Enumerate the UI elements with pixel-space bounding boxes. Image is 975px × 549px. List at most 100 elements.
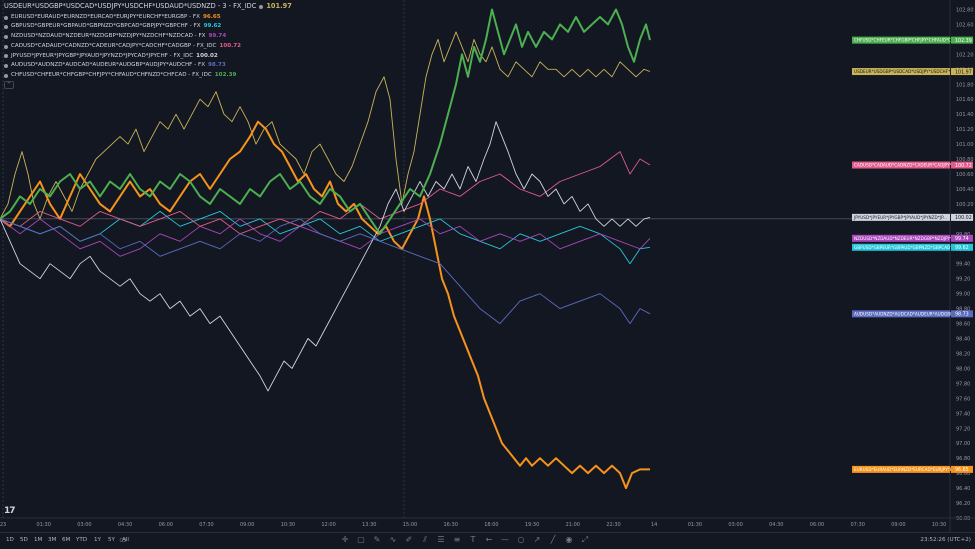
legend-main-row[interactable]: USDEUR*USDGBP*USDCAD*USDJPY*USDCHF*USDAU… — [4, 2, 292, 12]
price-tag-value: 100.72 — [955, 163, 972, 169]
y-tick-label: 96.40 — [956, 486, 970, 492]
price-tag-value: 100.02 — [955, 215, 972, 221]
timeframe-button-3m[interactable]: 3M — [48, 537, 57, 543]
price-tag-box — [852, 243, 950, 251]
x-tick-label: 10:30 — [932, 522, 946, 528]
bottom-toolbar: 1D 5D 1M 3M 6M YTD 1Y 5Y All ▭ ✛ ▢ ✎ ∿ ✐ ⫽ ☰ ≡ T… — [0, 532, 975, 549]
legend-series-value: 102.39 — [214, 71, 237, 78]
text-tool-icon[interactable]: T — [470, 535, 476, 544]
y-tick-label: 101.20 — [956, 127, 974, 133]
price-tag-value-box — [951, 213, 973, 221]
fib-icon[interactable]: ≡ — [453, 535, 461, 544]
timeframe-button-1y[interactable]: 1Y — [94, 537, 101, 543]
line-tool-icon[interactable]: ╱ — [550, 535, 556, 544]
legend-series-value: 100.02 — [196, 52, 218, 59]
legend-series-name: CADUSD*CADAUD*CADNZD*CADEUR*CADJPY*CADCH… — [11, 42, 217, 49]
price-tag-name: CHFUSD*CHFEUR*CHFGBP*CHFJPY*CHFAUD*CH... — [854, 38, 958, 43]
y-tick-label: 100.40 — [956, 187, 974, 193]
x-tick-label: 22:30 — [606, 522, 620, 528]
x-tick-label: 06:00 — [810, 522, 824, 528]
legend-series-row[interactable]: AUDUSD*AUDNZD*AUDCAD*AUDEUR*AUDGBP*AUDJP… — [4, 61, 292, 71]
price-tag-value: 99.62 — [955, 245, 969, 251]
price-tag-name: AUDUSD*AUDNZD*AUDCAD*AUDEUR*AUDGBP*AU... — [854, 311, 965, 316]
y-tick-label: 98.20 — [956, 351, 970, 357]
visibility-eye-icon[interactable] — [4, 73, 8, 78]
visibility-eye-icon[interactable] — [4, 64, 8, 69]
legend-series-row[interactable]: GBPUSD*GBPEUR*GBPAUD*GBPNZD*GBPCAD*GBPJP… — [4, 22, 292, 32]
timeframe-button-1d[interactable]: 1D — [6, 537, 14, 543]
visibility-eye-icon[interactable] — [4, 25, 8, 30]
status-dot-icon — [259, 4, 264, 9]
price-tag-value: 101.97 — [955, 69, 972, 75]
legend-series-row[interactable]: CHFUSD*CHFEUR*CHFGBP*CHFJPY*CHFAUD*CHFNZ… — [4, 71, 292, 81]
x-tick-label: 19:30 — [525, 522, 539, 528]
utc-clock[interactable]: 23:52:26 (UTC+2) — [920, 537, 971, 543]
y-tick-label: 98.60 — [956, 322, 970, 328]
timeframe-button-6m[interactable]: 6M — [62, 537, 71, 543]
y-tick-label: 101.80 — [956, 82, 974, 88]
calendar-icon[interactable]: ▭ — [119, 535, 127, 544]
visibility-eye-icon[interactable] — [4, 15, 8, 20]
chart-grid — [0, 0, 950, 518]
parallel-channel-icon[interactable]: ⫽ — [423, 535, 427, 544]
trend-icon[interactable]: ↗ — [533, 535, 541, 544]
x-tick-label: 06:00 — [159, 522, 173, 528]
x-tick-label: 18:00 — [484, 522, 498, 528]
series-line-4 — [0, 151, 651, 235]
brush-icon[interactable]: ✎ — [373, 535, 381, 544]
price-tag-4: CADUSD*CADAUD*CADNZD*CADEUR*CADJPY*CA...… — [852, 161, 973, 169]
legend-series-row[interactable]: NZDUSD*NZDAUD*NZDEUR*NZDGBP*NZDJPY*NZDCH… — [4, 32, 292, 42]
legend-series-name: EURUSD*EURAUD*EURNZD*EURCAD*EURJPY*EURCH… — [11, 13, 200, 20]
cursor-icon[interactable]: ✛ — [341, 535, 349, 544]
collapse-chevron-icon[interactable]: ^ — [4, 80, 14, 89]
timeframe-button-1m[interactable]: 1M — [34, 537, 43, 543]
legend-series-value: 96.65 — [202, 13, 221, 20]
timeframe-button-ytd[interactable]: YTD — [76, 537, 88, 543]
circle-icon[interactable]: ○ — [517, 535, 525, 544]
measure-icon[interactable]: ⤢ — [581, 535, 589, 544]
legend-series-row[interactable]: EURUSD*EURAUD*EURNZD*EURCAD*EURJPY*EURCH… — [4, 13, 292, 23]
y-tick-label: 97.00 — [956, 441, 970, 447]
y-tick-label: 101.60 — [956, 97, 974, 103]
legend-main-value: 101.97 — [266, 2, 292, 10]
series-line-7 — [0, 8, 651, 235]
price-tag-value-box — [951, 234, 973, 242]
path-icon[interactable]: ∿ — [389, 535, 397, 544]
price-tag-1: EURUSD*EURAUD*EURNZD*EURCAD*EURJPY*EURCH… — [852, 465, 973, 473]
rectangle-tool-icon[interactable]: ▢ — [357, 535, 365, 544]
timeframe-button-all[interactable]: All — [122, 537, 129, 543]
y-tick-label: 97.60 — [956, 396, 970, 402]
timeframe-button-5d[interactable]: 5D — [20, 537, 28, 543]
legend-series-row[interactable]: JPYUSD*JPYEUR*JPYGBP*JPYAUD*JPYNZD*JPYCA… — [4, 52, 292, 62]
horizontal-line-icon[interactable]: — — [501, 535, 509, 544]
price-tag-name: USDEUR*USDGBP*USDCAD*USDJPY*USDCHF*USDAU… — [854, 69, 972, 74]
price-tag-7: CHFUSD*CHFEUR*CHFGBP*CHFJPY*CHFAUD*CH...… — [852, 36, 973, 44]
legend-series-name: GBPUSD*GBPEUR*GBPAUD*GBPNZD*GBPCAD*GBPJP… — [11, 23, 201, 30]
arrow-left-icon[interactable]: ← — [485, 535, 493, 544]
visibility-eye-icon[interactable] — [4, 44, 8, 49]
price-tag-0: USDEUR*USDGBP*USDCAD*USDJPY*USDCHF*USDAU… — [852, 68, 973, 75]
x-tick-label: 01:30 — [36, 522, 50, 528]
price-tag-value-box — [951, 465, 973, 473]
price-tag-value-box — [951, 68, 973, 76]
x-tick-label: 15:00 — [403, 522, 417, 528]
price-tags: USDEUR*USDGBP*USDCAD*USDJPY*USDCHF*USDAU… — [852, 36, 973, 473]
timeframe-button-5y[interactable]: 5Y — [108, 537, 115, 543]
price-tag-value: 98.73 — [955, 312, 969, 318]
y-tick-label: 96.20 — [956, 501, 970, 507]
y-tick-label: 96.00 — [956, 516, 970, 522]
y-tick-label: 96.80 — [956, 456, 970, 462]
y-tick-label: 98.40 — [956, 337, 970, 343]
y-tick-label: 97.80 — [956, 381, 970, 387]
price-tag-value-box — [951, 243, 973, 251]
pin-icon[interactable]: ◉ — [565, 535, 573, 544]
pen-icon[interactable]: ✐ — [405, 535, 413, 544]
visibility-eye-icon[interactable] — [4, 34, 8, 39]
legend-series-value: 98.73 — [208, 62, 226, 69]
visibility-eye-icon[interactable] — [4, 54, 8, 59]
legend-collapse-row: ^ — [4, 80, 292, 89]
ruler-icon[interactable]: ☰ — [437, 535, 445, 544]
price-tag-3: NZDUSD*NZDAUD*NZDEUR*NZDGBP*NZDJPY*NZ...… — [852, 234, 973, 242]
legend-series-row[interactable]: CADUSD*CADAUD*CADNZD*CADEUR*CADJPY*CADCH… — [4, 42, 292, 52]
